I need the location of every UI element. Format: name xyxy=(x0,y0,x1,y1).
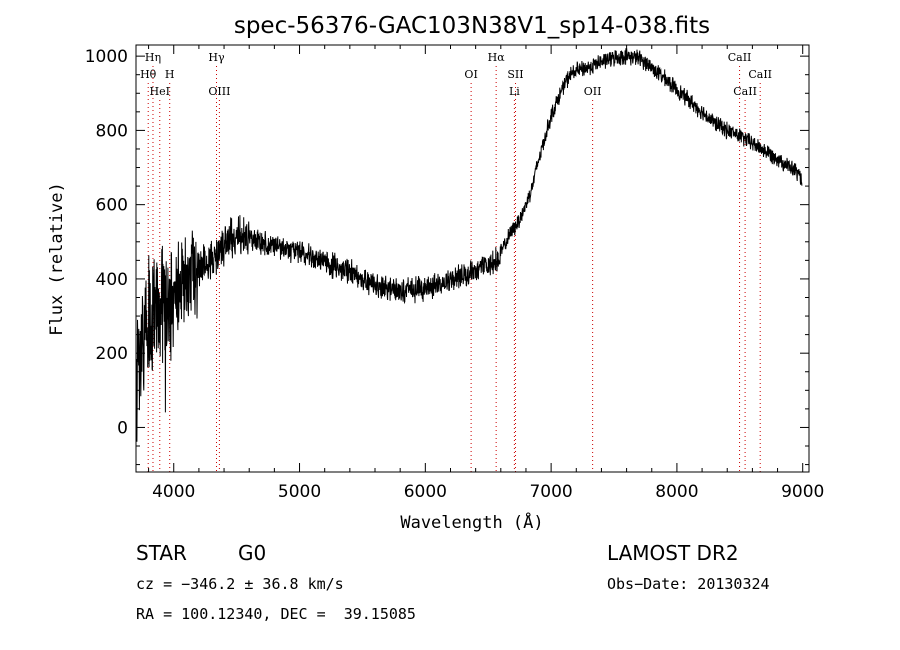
y-tick-label: 400 xyxy=(96,270,128,290)
spectral-line-label: Li xyxy=(509,85,520,98)
spectral-line-label: Hγ xyxy=(208,51,225,64)
spectral-line-label: CaII xyxy=(748,68,772,81)
y-tick-label: 0 xyxy=(117,418,128,438)
x-tick-label: 7000 xyxy=(529,482,572,502)
survey-name: LAMOST DR2 xyxy=(607,541,739,565)
x-axis-label: Wavelength (Å) xyxy=(400,511,543,533)
x-tick-label: 4000 xyxy=(152,482,195,502)
x-tick-label: 8000 xyxy=(655,482,698,502)
spectral-line-label: CaII xyxy=(733,85,757,98)
object-subclass: G0 xyxy=(238,541,267,565)
spectral-line-label: OI xyxy=(464,68,477,81)
spectral-line-label: Hθ xyxy=(140,68,157,81)
spectral-line-label: H xyxy=(165,68,175,81)
plot-frame xyxy=(135,44,810,473)
spectral-line-label: OIII xyxy=(208,85,230,98)
spectral-line-label: Hα xyxy=(488,51,506,64)
spectral-line-label: OII xyxy=(584,85,602,98)
spectral-line-label: HeI xyxy=(150,85,170,98)
object-class: STAR xyxy=(136,541,187,565)
spectrum-series-line xyxy=(136,48,803,442)
spectral-line-label: CaII xyxy=(728,51,752,64)
coordinates: RA = 100.12340, DEC = 39.15085 xyxy=(136,605,416,623)
y-tick-label: 1000 xyxy=(85,47,128,67)
x-tick-label: 5000 xyxy=(278,482,321,502)
y-tick-label: 800 xyxy=(96,121,128,141)
redshift-readout: cz = −346.2 ± 36.8 km/s xyxy=(136,575,344,593)
obs-date: Obs−Date: 20130324 xyxy=(607,575,770,593)
chart-title: spec-56376-GAC103N38V1_sp14-038.fits xyxy=(234,13,710,39)
spectral-line-label: SII xyxy=(507,68,523,81)
x-tick-label: 6000 xyxy=(404,482,447,502)
y-axis-label: Flux (relative) xyxy=(47,182,67,336)
y-tick-label: 200 xyxy=(96,344,128,364)
y-tick-label: 600 xyxy=(96,196,128,216)
spectral-line-label: Hη xyxy=(145,51,161,64)
x-tick-label: 9000 xyxy=(781,482,824,502)
axis-ticks: 4000 5000 6000 7000 8000 9000 0 200 400 600 800 100… xyxy=(85,45,824,502)
